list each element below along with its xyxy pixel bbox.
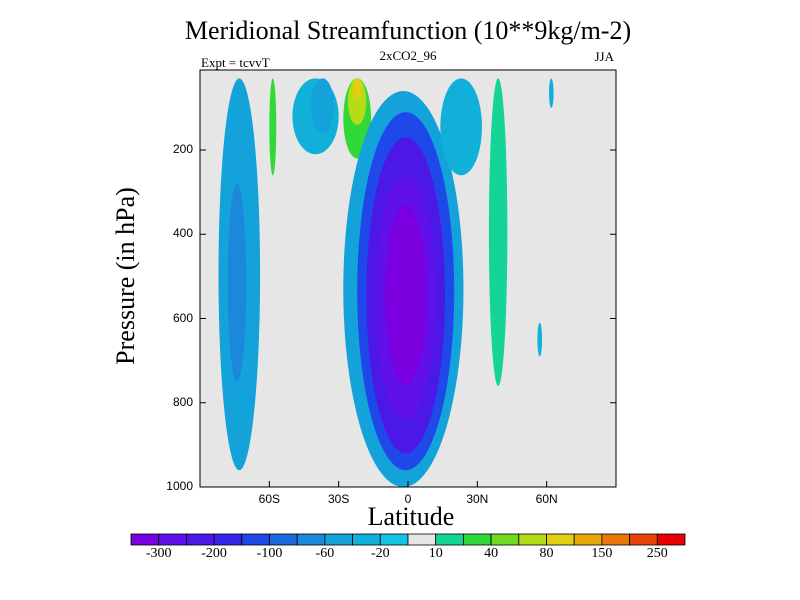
colorbar [130, 533, 686, 546]
colorbar-label-0: -300 [145, 546, 172, 561]
colorbar-swatch-15 [546, 533, 575, 546]
contour-cell-1 [227, 183, 247, 382]
y-tick-label-1000: 1000 [166, 479, 193, 493]
colorbar-label-5: 10 [428, 546, 443, 561]
axis-ticks [200, 149, 616, 488]
contour-cell-3 [269, 78, 277, 176]
colorbar-swatch-2 [185, 533, 215, 546]
x-tick-label-30: 30N [466, 492, 489, 506]
colorbar-swatch-19 [656, 533, 686, 546]
colorbar-swatch-5 [269, 533, 298, 546]
colorbar-swatch-4 [241, 533, 270, 546]
season-label: JJA [594, 49, 614, 64]
chart-title: Meridional Streamfunction (10**9kg/m-2) [184, 16, 632, 45]
x-tick-label-0: 0 [404, 492, 412, 506]
colorbar-label-3: -60 [315, 546, 335, 561]
colorbar-swatch-0 [130, 533, 160, 546]
x-axis-label: Latitude [367, 502, 455, 531]
x-tick-label--30: 30S [327, 492, 350, 506]
colorbar-swatch-13 [490, 533, 520, 546]
contour-cell-8 [352, 78, 362, 100]
colorbar-swatch-17 [601, 533, 631, 546]
y-tick-label-400: 400 [172, 226, 193, 241]
contour-cell-2 [260, 78, 284, 395]
colorbar-label-4: -20 [370, 546, 390, 561]
colorbar-label-6: 40 [484, 546, 499, 561]
colorbar-swatch-9 [379, 533, 409, 546]
contour-cell-5 [310, 78, 335, 134]
contour-cell-20 [537, 322, 543, 357]
x-tick-label--60: 60S [258, 492, 280, 506]
colorbar-swatch-3 [213, 533, 243, 546]
contour-cell-7 [347, 78, 367, 125]
x-tick-label-60: 60N [535, 492, 558, 506]
colorbar-swatch-7 [324, 533, 353, 546]
colorbar-swatch-18 [629, 533, 658, 546]
colorbar-label-9: 250 [646, 546, 668, 561]
colorbar-swatch-16 [573, 533, 603, 546]
colorbar-swatch-10 [407, 533, 437, 546]
chart-subtitle: 2xCO2_96 [379, 48, 437, 63]
colorbar-swatch-6 [296, 533, 326, 546]
contour-cell-19 [548, 78, 554, 108]
colorbar-swatch-8 [352, 533, 381, 546]
y-tick-label-800: 800 [172, 394, 193, 409]
colorbar-label-1: -200 [201, 546, 227, 561]
y-tick-label-200: 200 [172, 142, 193, 157]
contour-fill-layer [218, 78, 554, 487]
colorbar-label-8: 150 [591, 546, 613, 561]
y-tick-label-600: 600 [172, 310, 193, 325]
experiment-label: Expt = tcvvT [201, 55, 270, 70]
contour-cell-16 [440, 78, 482, 176]
contour-cell-18 [488, 78, 508, 386]
colorbar-label-2: -100 [256, 546, 283, 561]
colorbar-swatch-11 [435, 533, 464, 546]
colorbar-swatch-1 [158, 533, 187, 546]
contour-cell-15 [394, 234, 418, 353]
colorbar-label-7: 80 [539, 546, 554, 561]
colorbar-swatch-12 [462, 533, 492, 546]
colorbar-swatch-14 [518, 533, 547, 546]
